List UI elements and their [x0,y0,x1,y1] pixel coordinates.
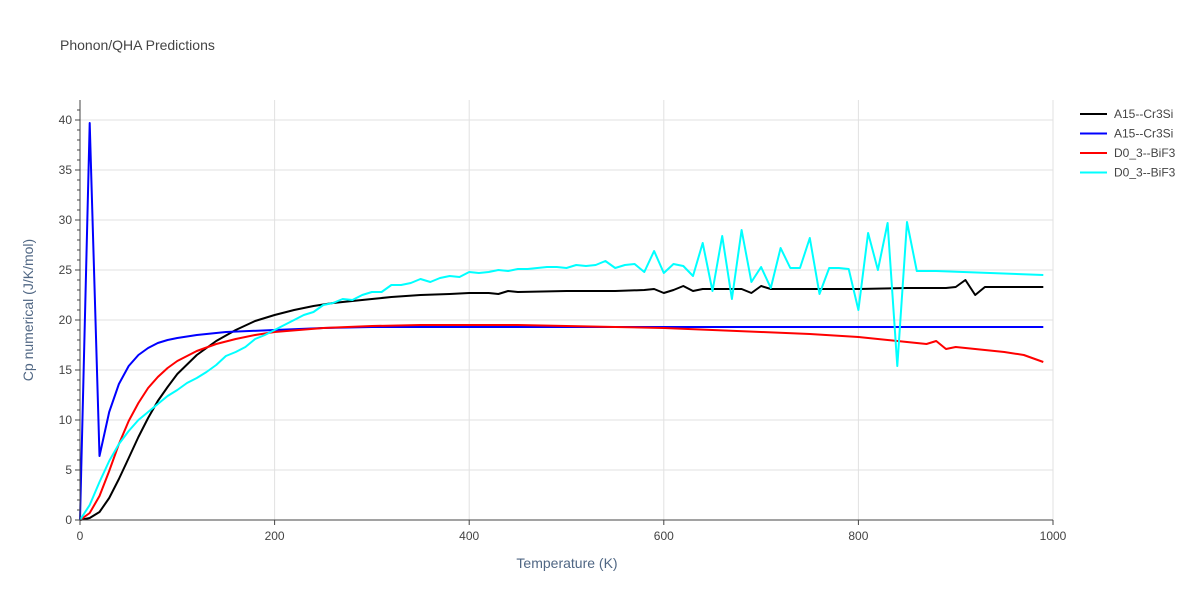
legend[interactable]: A15--Cr3Si A15--Cr3Si D0_3--BiF3 D0_3--BiF3 [1080,107,1176,180]
y-tick-label: 40 [59,113,73,127]
plot-series [79,122,1044,521]
legend-item-3[interactable]: D0_3--BiF3 [1080,146,1176,160]
legend-item-2[interactable]: A15--Cr3Si [1080,127,1173,141]
y-tick-label: 0 [65,513,72,527]
x-tick-label: 400 [459,529,479,543]
x-tick-label: 600 [654,529,674,543]
y-tick-label: 30 [59,213,73,227]
x-tick-label: 0 [77,529,84,543]
legend-item-4[interactable]: D0_3--BiF3 [1080,166,1176,180]
x-tick-label: 1000 [1040,529,1067,543]
x-axis-title: Temperature (K) [516,555,617,571]
y-tick-label: 15 [59,363,73,377]
series-line-3 [79,324,1044,521]
x-tick-label: 800 [848,529,868,543]
legend-label: A15--Cr3Si [1114,127,1173,141]
y-tick-label: 5 [65,463,72,477]
grid-lines [80,100,1054,520]
x-tick-label: 200 [265,529,285,543]
y-tick-label: 25 [59,263,73,277]
y-tick-label: 20 [59,313,73,327]
series-line-2 [79,122,1044,521]
y-axis-title: Cp numerical (J/K/mol) [20,239,36,381]
y-tick-label: 35 [59,163,73,177]
legend-label: D0_3--BiF3 [1114,166,1176,180]
series-line-4 [79,221,1044,521]
chart-title: Phonon/QHA Predictions [60,37,215,53]
legend-label: A15--Cr3Si [1114,107,1173,121]
legend-label: D0_3--BiF3 [1114,146,1176,160]
series-line-1 [79,279,1044,521]
y-tick-label: 10 [59,413,73,427]
legend-item-1[interactable]: A15--Cr3Si [1080,107,1173,121]
